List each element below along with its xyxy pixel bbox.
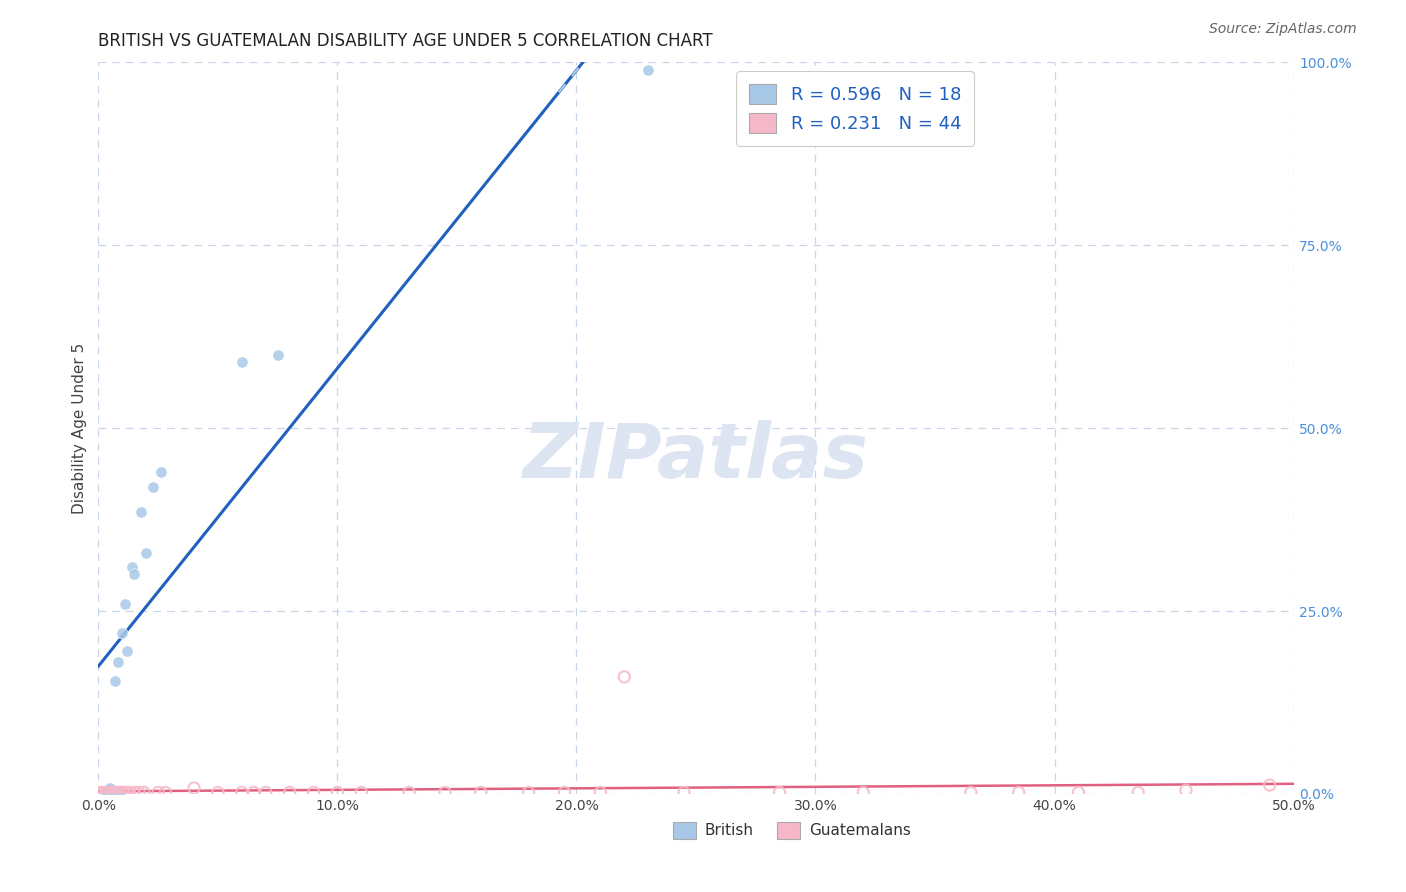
Point: [135, 545, 157, 559]
Point: [118, 785, 141, 799]
Point: [108, 785, 131, 799]
Point: [1008, 785, 1031, 799]
Point: [434, 785, 457, 799]
Point: [183, 780, 205, 795]
Point: [243, 785, 266, 799]
Text: ZIPatlas: ZIPatlas: [523, 420, 869, 494]
Point: [97, 785, 120, 799]
Point: [278, 785, 301, 799]
Point: [111, 626, 134, 640]
Point: [108, 785, 131, 799]
Point: [111, 785, 134, 799]
Point: [97, 785, 120, 799]
Point: [104, 785, 127, 799]
Point: [254, 785, 277, 799]
Point: [101, 785, 124, 799]
Point: [768, 785, 790, 799]
Point: [114, 785, 136, 799]
Text: Source: ZipAtlas.com: Source: ZipAtlas.com: [1209, 22, 1357, 37]
Point: [267, 348, 290, 362]
Point: [637, 62, 659, 77]
Point: [94, 785, 117, 799]
Point: [398, 785, 420, 799]
Legend: British, Guatemalans: British, Guatemalans: [666, 816, 917, 845]
Point: [350, 785, 373, 799]
Point: [114, 597, 136, 611]
Point: [231, 785, 253, 799]
Point: [302, 785, 325, 799]
Point: [155, 785, 177, 799]
Point: [470, 785, 492, 799]
Point: [121, 560, 143, 574]
Point: [149, 465, 172, 479]
Point: [517, 785, 540, 799]
Point: [673, 785, 696, 799]
Point: [1067, 785, 1090, 799]
Point: [960, 785, 983, 799]
Text: BRITISH VS GUATEMALAN DISABILITY AGE UNDER 5 CORRELATION CHART: BRITISH VS GUATEMALAN DISABILITY AGE UND…: [98, 32, 713, 50]
Point: [98, 780, 122, 795]
Y-axis label: Disability Age Under 5: Disability Age Under 5: [72, 343, 87, 514]
Point: [115, 644, 138, 658]
Point: [124, 785, 146, 799]
Point: [128, 785, 150, 799]
Point: [104, 673, 127, 688]
Point: [90, 785, 112, 799]
Point: [1258, 778, 1281, 792]
Point: [852, 785, 875, 799]
Point: [231, 355, 253, 369]
Point: [132, 785, 155, 799]
Point: [115, 785, 138, 799]
Point: [124, 567, 146, 582]
Point: [142, 480, 165, 494]
Point: [107, 785, 129, 799]
Point: [98, 785, 122, 799]
Point: [1175, 783, 1198, 797]
Point: [131, 505, 153, 519]
Point: [91, 785, 114, 799]
Point: [207, 785, 229, 799]
Point: [326, 785, 349, 799]
Point: [554, 785, 576, 799]
Point: [101, 785, 124, 799]
Point: [1128, 785, 1150, 799]
Point: [613, 670, 636, 684]
Point: [589, 785, 612, 799]
Point: [148, 785, 170, 799]
Point: [94, 785, 117, 799]
Point: [107, 655, 129, 669]
